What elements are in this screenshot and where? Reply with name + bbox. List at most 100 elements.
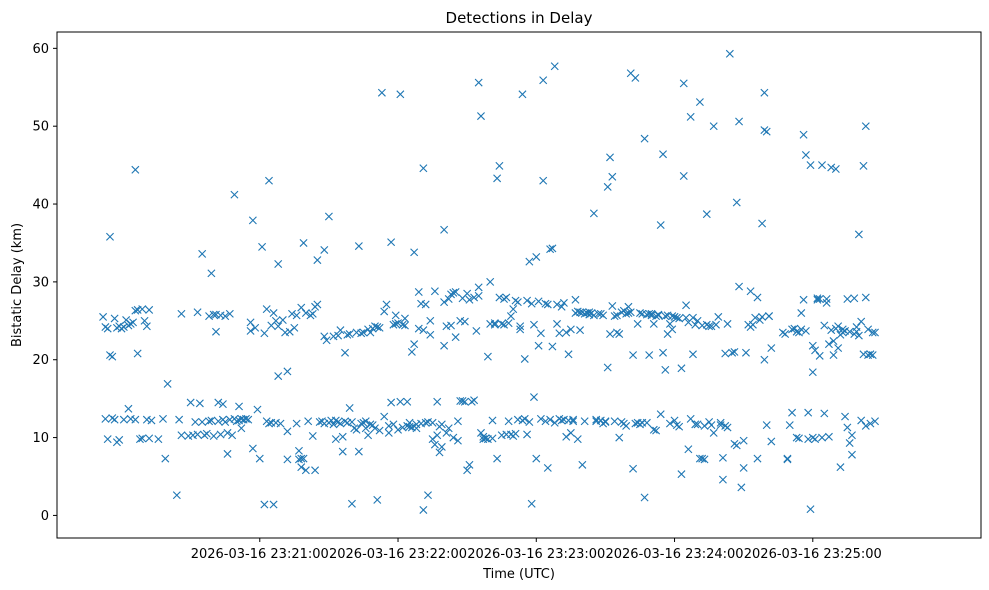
data-point <box>375 426 384 435</box>
data-point <box>509 305 518 314</box>
data-point <box>336 419 345 428</box>
data-point <box>414 324 423 333</box>
data-point <box>292 311 301 320</box>
data-point <box>525 418 534 426</box>
data-point <box>525 257 534 266</box>
data-point <box>523 430 532 439</box>
data-point <box>430 287 439 296</box>
data-point <box>760 355 769 364</box>
data-point <box>313 256 322 265</box>
data-point <box>543 300 552 309</box>
data-point <box>580 417 589 426</box>
data-point <box>304 417 313 426</box>
data-point <box>829 351 838 360</box>
data-point <box>400 314 409 323</box>
data-point <box>523 296 532 305</box>
data-point <box>497 319 506 328</box>
data-point <box>341 348 350 357</box>
data-point <box>677 364 686 373</box>
data-point <box>495 293 504 302</box>
data-point <box>847 450 856 459</box>
data-point <box>831 165 840 173</box>
data-point <box>228 431 237 440</box>
data-point <box>518 90 527 99</box>
data-point <box>822 298 831 307</box>
y-axis-label: Bistatic Delay (km) <box>10 223 25 347</box>
data-point <box>504 417 513 426</box>
data-point <box>308 432 317 441</box>
x-tick-label: 2026-03-16 23:25:00 <box>744 547 882 562</box>
data-point <box>297 303 306 312</box>
data-point <box>490 319 499 328</box>
data-point <box>124 404 133 413</box>
data-point <box>396 90 405 99</box>
data-point <box>283 427 292 436</box>
data-point <box>297 454 306 463</box>
data-point <box>629 351 638 360</box>
data-point <box>854 331 863 340</box>
data-point <box>615 433 624 442</box>
data-point <box>209 310 218 319</box>
data-point <box>642 418 651 427</box>
data-point <box>739 463 748 472</box>
data-point <box>377 88 386 97</box>
data-point <box>608 172 617 181</box>
data-point <box>313 300 322 309</box>
data-point <box>599 311 608 320</box>
data-point <box>576 308 585 317</box>
data-point <box>546 415 555 424</box>
data-point <box>345 404 354 412</box>
data-point <box>110 415 119 424</box>
data-point <box>294 446 303 455</box>
data-point <box>463 289 472 298</box>
data-point <box>398 320 407 329</box>
data-point <box>511 429 520 438</box>
data-point <box>426 316 435 325</box>
data-point <box>677 470 686 479</box>
data-point <box>301 466 310 475</box>
data-point <box>649 319 658 328</box>
data-point <box>221 418 230 426</box>
data-point <box>345 330 354 339</box>
data-point <box>419 164 428 173</box>
data-point <box>320 245 329 254</box>
data-point <box>440 298 449 307</box>
data-point <box>718 453 727 462</box>
data-point <box>675 422 684 431</box>
data-point <box>732 198 741 207</box>
data-point <box>569 415 578 424</box>
data-point <box>843 423 852 432</box>
data-point <box>712 320 721 329</box>
data-point <box>700 455 709 464</box>
data-point <box>557 302 566 311</box>
data-point <box>661 365 670 374</box>
data-point <box>652 426 661 435</box>
data-point <box>175 415 184 424</box>
data-point <box>198 418 207 426</box>
data-point <box>361 417 370 426</box>
data-point <box>589 209 598 218</box>
data-point <box>394 425 403 434</box>
data-point <box>347 418 356 426</box>
y-tick-label: 10 <box>32 431 49 446</box>
data-point <box>714 312 723 321</box>
data-point <box>375 323 384 332</box>
data-point <box>589 311 598 320</box>
data-point <box>670 416 679 425</box>
data-point <box>414 288 423 296</box>
data-point <box>785 421 794 430</box>
data-point <box>645 351 654 360</box>
y-tick-label: 40 <box>32 198 49 213</box>
data-point <box>606 330 615 339</box>
data-point <box>384 428 393 437</box>
data-point <box>347 499 356 508</box>
data-point <box>629 464 638 473</box>
data-point <box>449 433 458 442</box>
data-point <box>610 312 619 321</box>
data-point <box>476 112 485 121</box>
data-point <box>529 393 538 402</box>
data-point <box>679 79 688 88</box>
data-point <box>808 368 817 377</box>
data-point <box>633 319 642 328</box>
